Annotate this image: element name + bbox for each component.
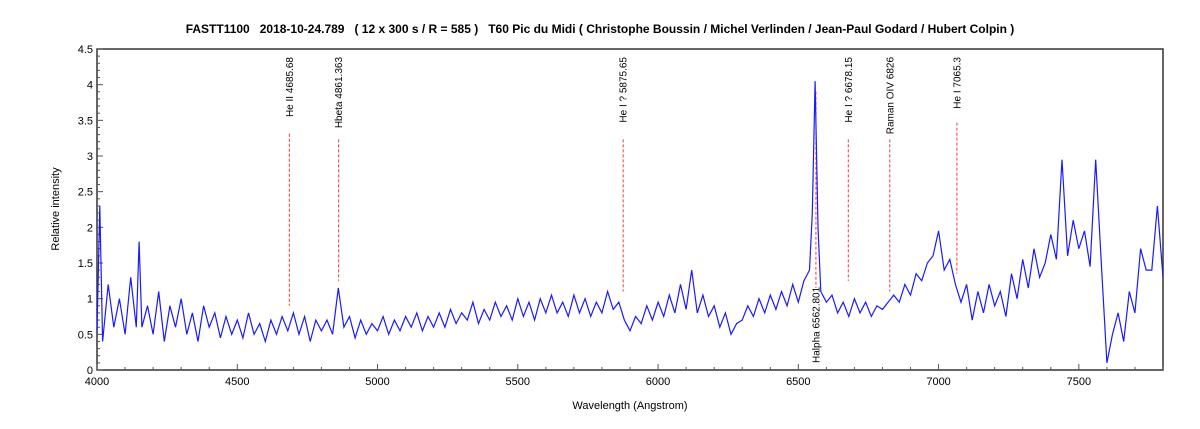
line-marker: Hbeta 4861.363	[334, 57, 345, 281]
x-tick-label: 6000	[646, 376, 670, 388]
y-tick-label: 0.5	[78, 329, 93, 341]
y-tick-label: 3	[87, 151, 93, 163]
line-marker: He I 7065.3	[952, 57, 963, 274]
y-tick-label: 0	[87, 365, 93, 377]
y-axis-label: Relative intensity	[50, 167, 62, 251]
x-tick-label: 5000	[365, 376, 389, 388]
y-tick-label: 1.5	[78, 258, 93, 270]
marker-label: He I 7065.3	[952, 57, 963, 109]
line-marker: Raman OIV 6826	[885, 57, 896, 292]
chart-title: FASTT1100 2018-10-24.789 ( 12 x 300 s / …	[186, 22, 1015, 36]
x-axis-label: Wavelength (Angstrom)	[572, 400, 687, 412]
marker-label: He I ? 6678.15	[844, 57, 855, 123]
marker-label: He I ? 5875.65	[619, 57, 630, 123]
line-marker: He II 4685.68	[285, 57, 296, 306]
marker-label: He II 4685.68	[285, 57, 296, 117]
y-tick-label: 2	[87, 222, 93, 234]
y-tick-label: 3.5	[78, 115, 93, 127]
x-tick-label: 7000	[926, 376, 950, 388]
y-tick-label: 4	[87, 80, 93, 92]
marker-label: Raman OIV 6826	[885, 57, 896, 135]
plot-frame	[96, 48, 1164, 371]
x-tick-label: 6500	[786, 376, 810, 388]
x-tick-label: 7500	[1067, 376, 1091, 388]
line-marker: He I ? 5875.65	[619, 57, 630, 292]
x-tick-label: 5500	[506, 376, 530, 388]
spectrum-series-line	[96, 81, 1164, 364]
line-marker: Halpha 6562.801	[811, 91, 822, 363]
x-tick-label: 4000	[85, 376, 109, 388]
x-tick-label: 4500	[225, 376, 249, 388]
y-tick-label: 1	[87, 294, 93, 306]
line-marker: He I ? 6678.15	[844, 57, 855, 281]
y-tick-label: 2.5	[78, 187, 93, 199]
marker-label: Hbeta 4861.363	[334, 57, 345, 129]
y-tick-label: 4.5	[78, 44, 93, 56]
marker-label: Halpha 6562.801	[811, 286, 822, 363]
